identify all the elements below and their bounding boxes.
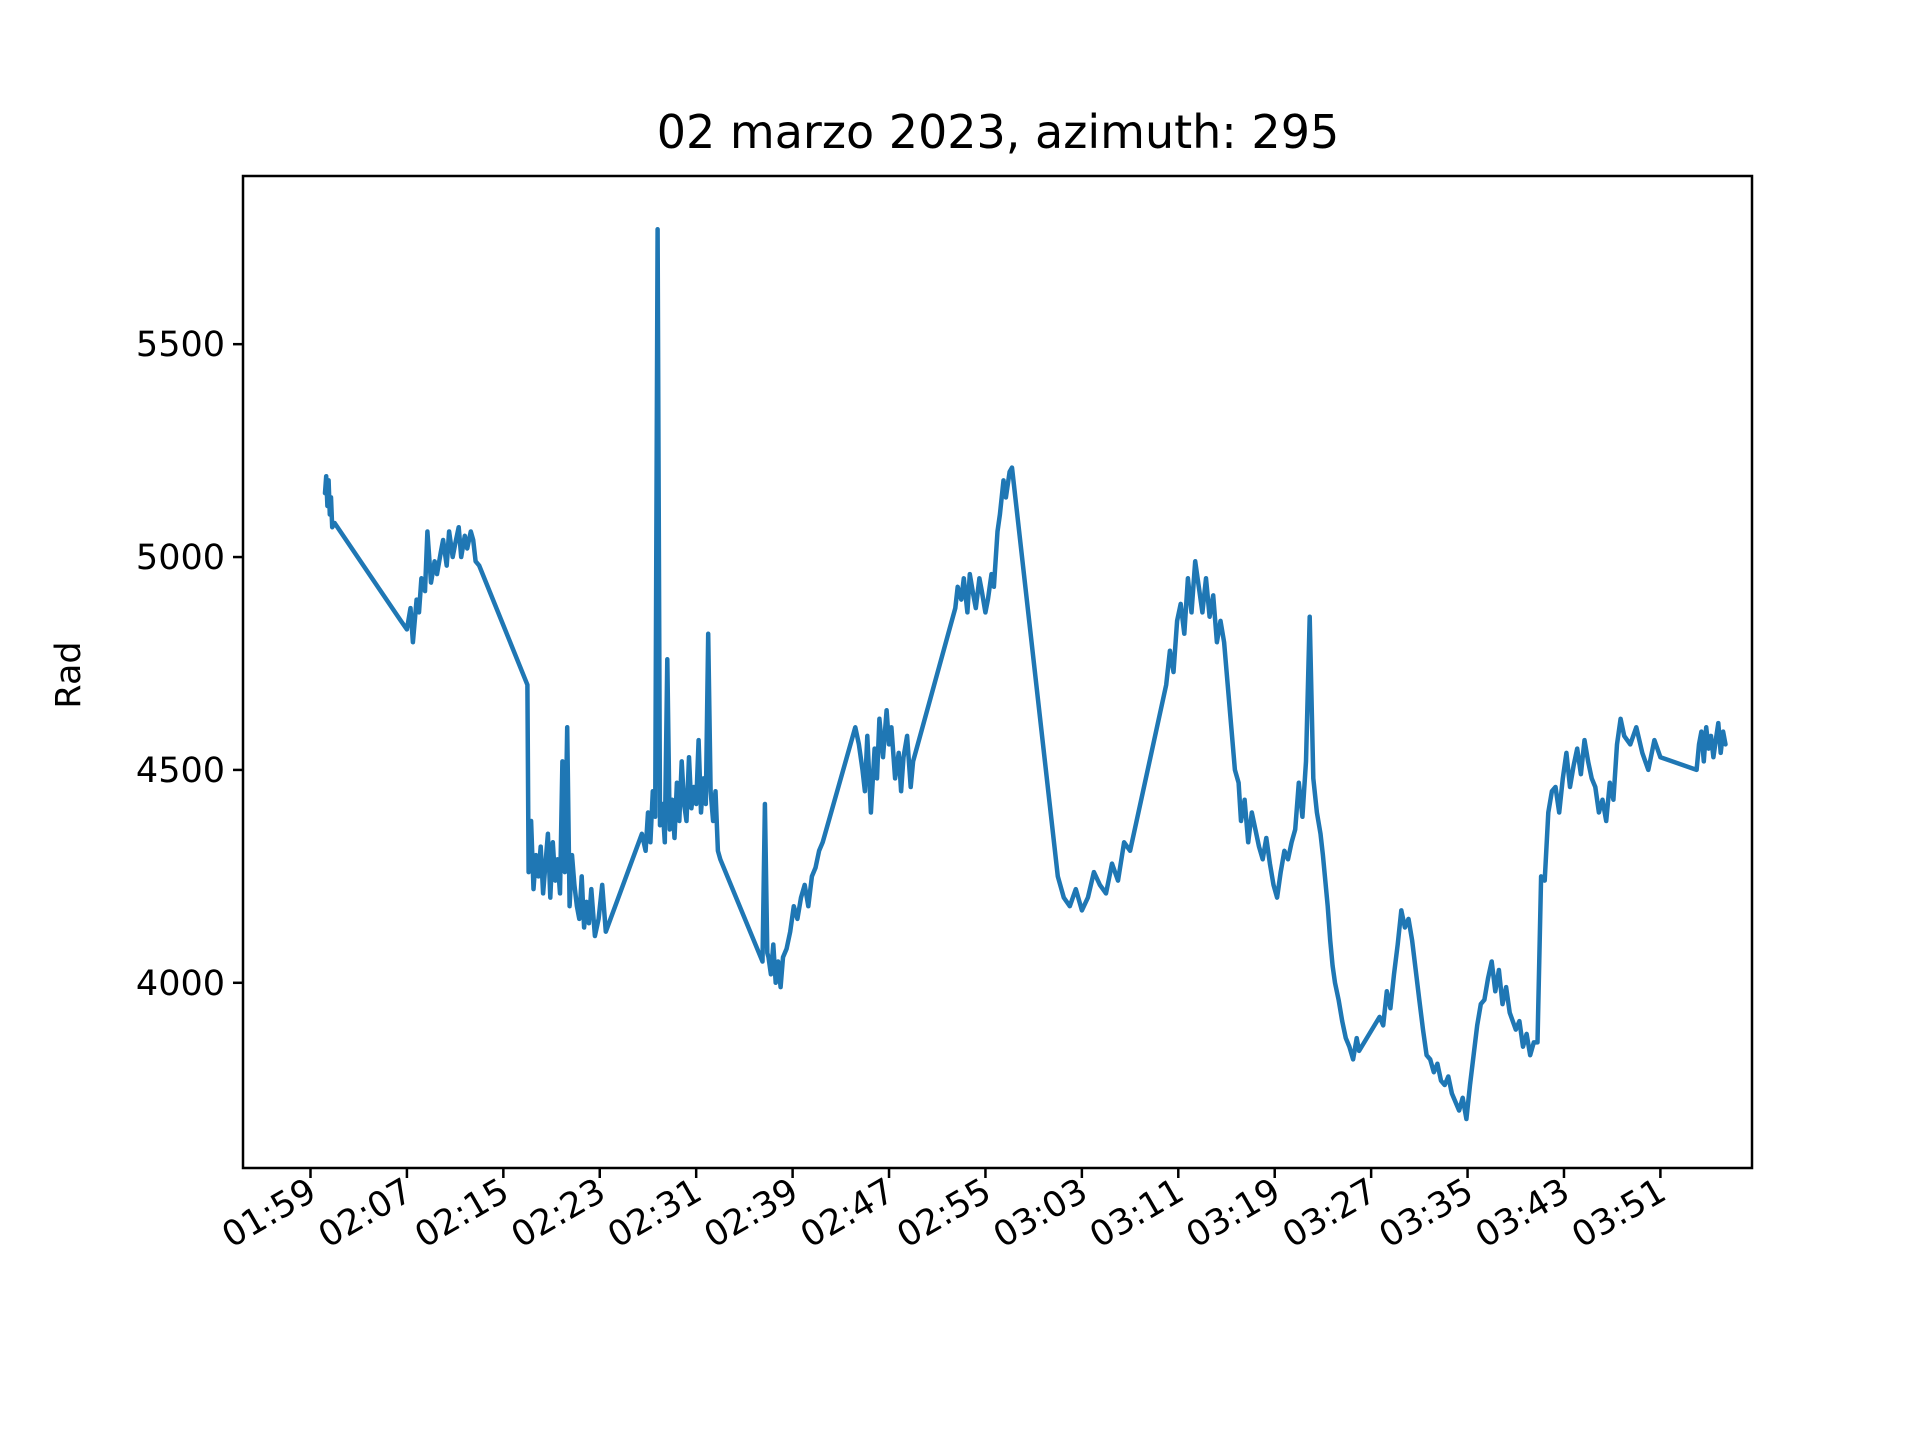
x-tick-label: 03:43 — [1469, 1171, 1576, 1256]
x-tick-label: 02:47 — [794, 1171, 901, 1256]
x-axis: 01:5902:0702:1502:2302:3102:3902:4702:55… — [216, 1168, 1673, 1256]
x-tick-label: 01:59 — [216, 1171, 323, 1256]
x-tick-label: 02:31 — [601, 1171, 708, 1256]
x-tick-label: 02:15 — [408, 1171, 515, 1256]
x-tick-label: 02:39 — [698, 1171, 805, 1256]
y-tick-label: 4000 — [136, 964, 225, 1004]
x-tick-label: 03:19 — [1180, 1171, 1287, 1256]
series-line-0 — [322, 226, 1728, 1122]
x-tick-label: 03:27 — [1276, 1171, 1383, 1256]
y-axis: 4000 4500 5000 5500 — [136, 325, 243, 1004]
plot-series-area — [322, 226, 1728, 1122]
chart-title: 02 marzo 2023, azimuth: 295 — [657, 105, 1339, 159]
plot-frame — [241, 174, 1754, 1170]
x-tick-label: 02:23 — [505, 1171, 612, 1256]
x-tick-label: 03:03 — [987, 1171, 1094, 1256]
x-tick-label: 03:35 — [1373, 1171, 1480, 1256]
y-tick-label: 5000 — [136, 538, 225, 578]
y-axis-label: Rad — [49, 641, 89, 708]
y-tick-label: 4500 — [136, 751, 225, 791]
x-tick-label: 02:55 — [891, 1171, 998, 1256]
x-tick-label: 02:07 — [312, 1171, 419, 1256]
y-tick-label: 5500 — [136, 325, 225, 365]
x-tick-label: 03:11 — [1083, 1171, 1190, 1256]
x-tick-label: 03:51 — [1566, 1171, 1673, 1256]
